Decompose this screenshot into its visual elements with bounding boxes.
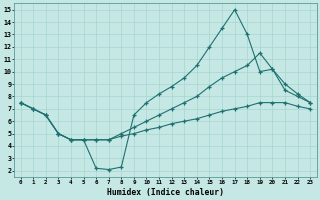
X-axis label: Humidex (Indice chaleur): Humidex (Indice chaleur) [107,188,224,197]
